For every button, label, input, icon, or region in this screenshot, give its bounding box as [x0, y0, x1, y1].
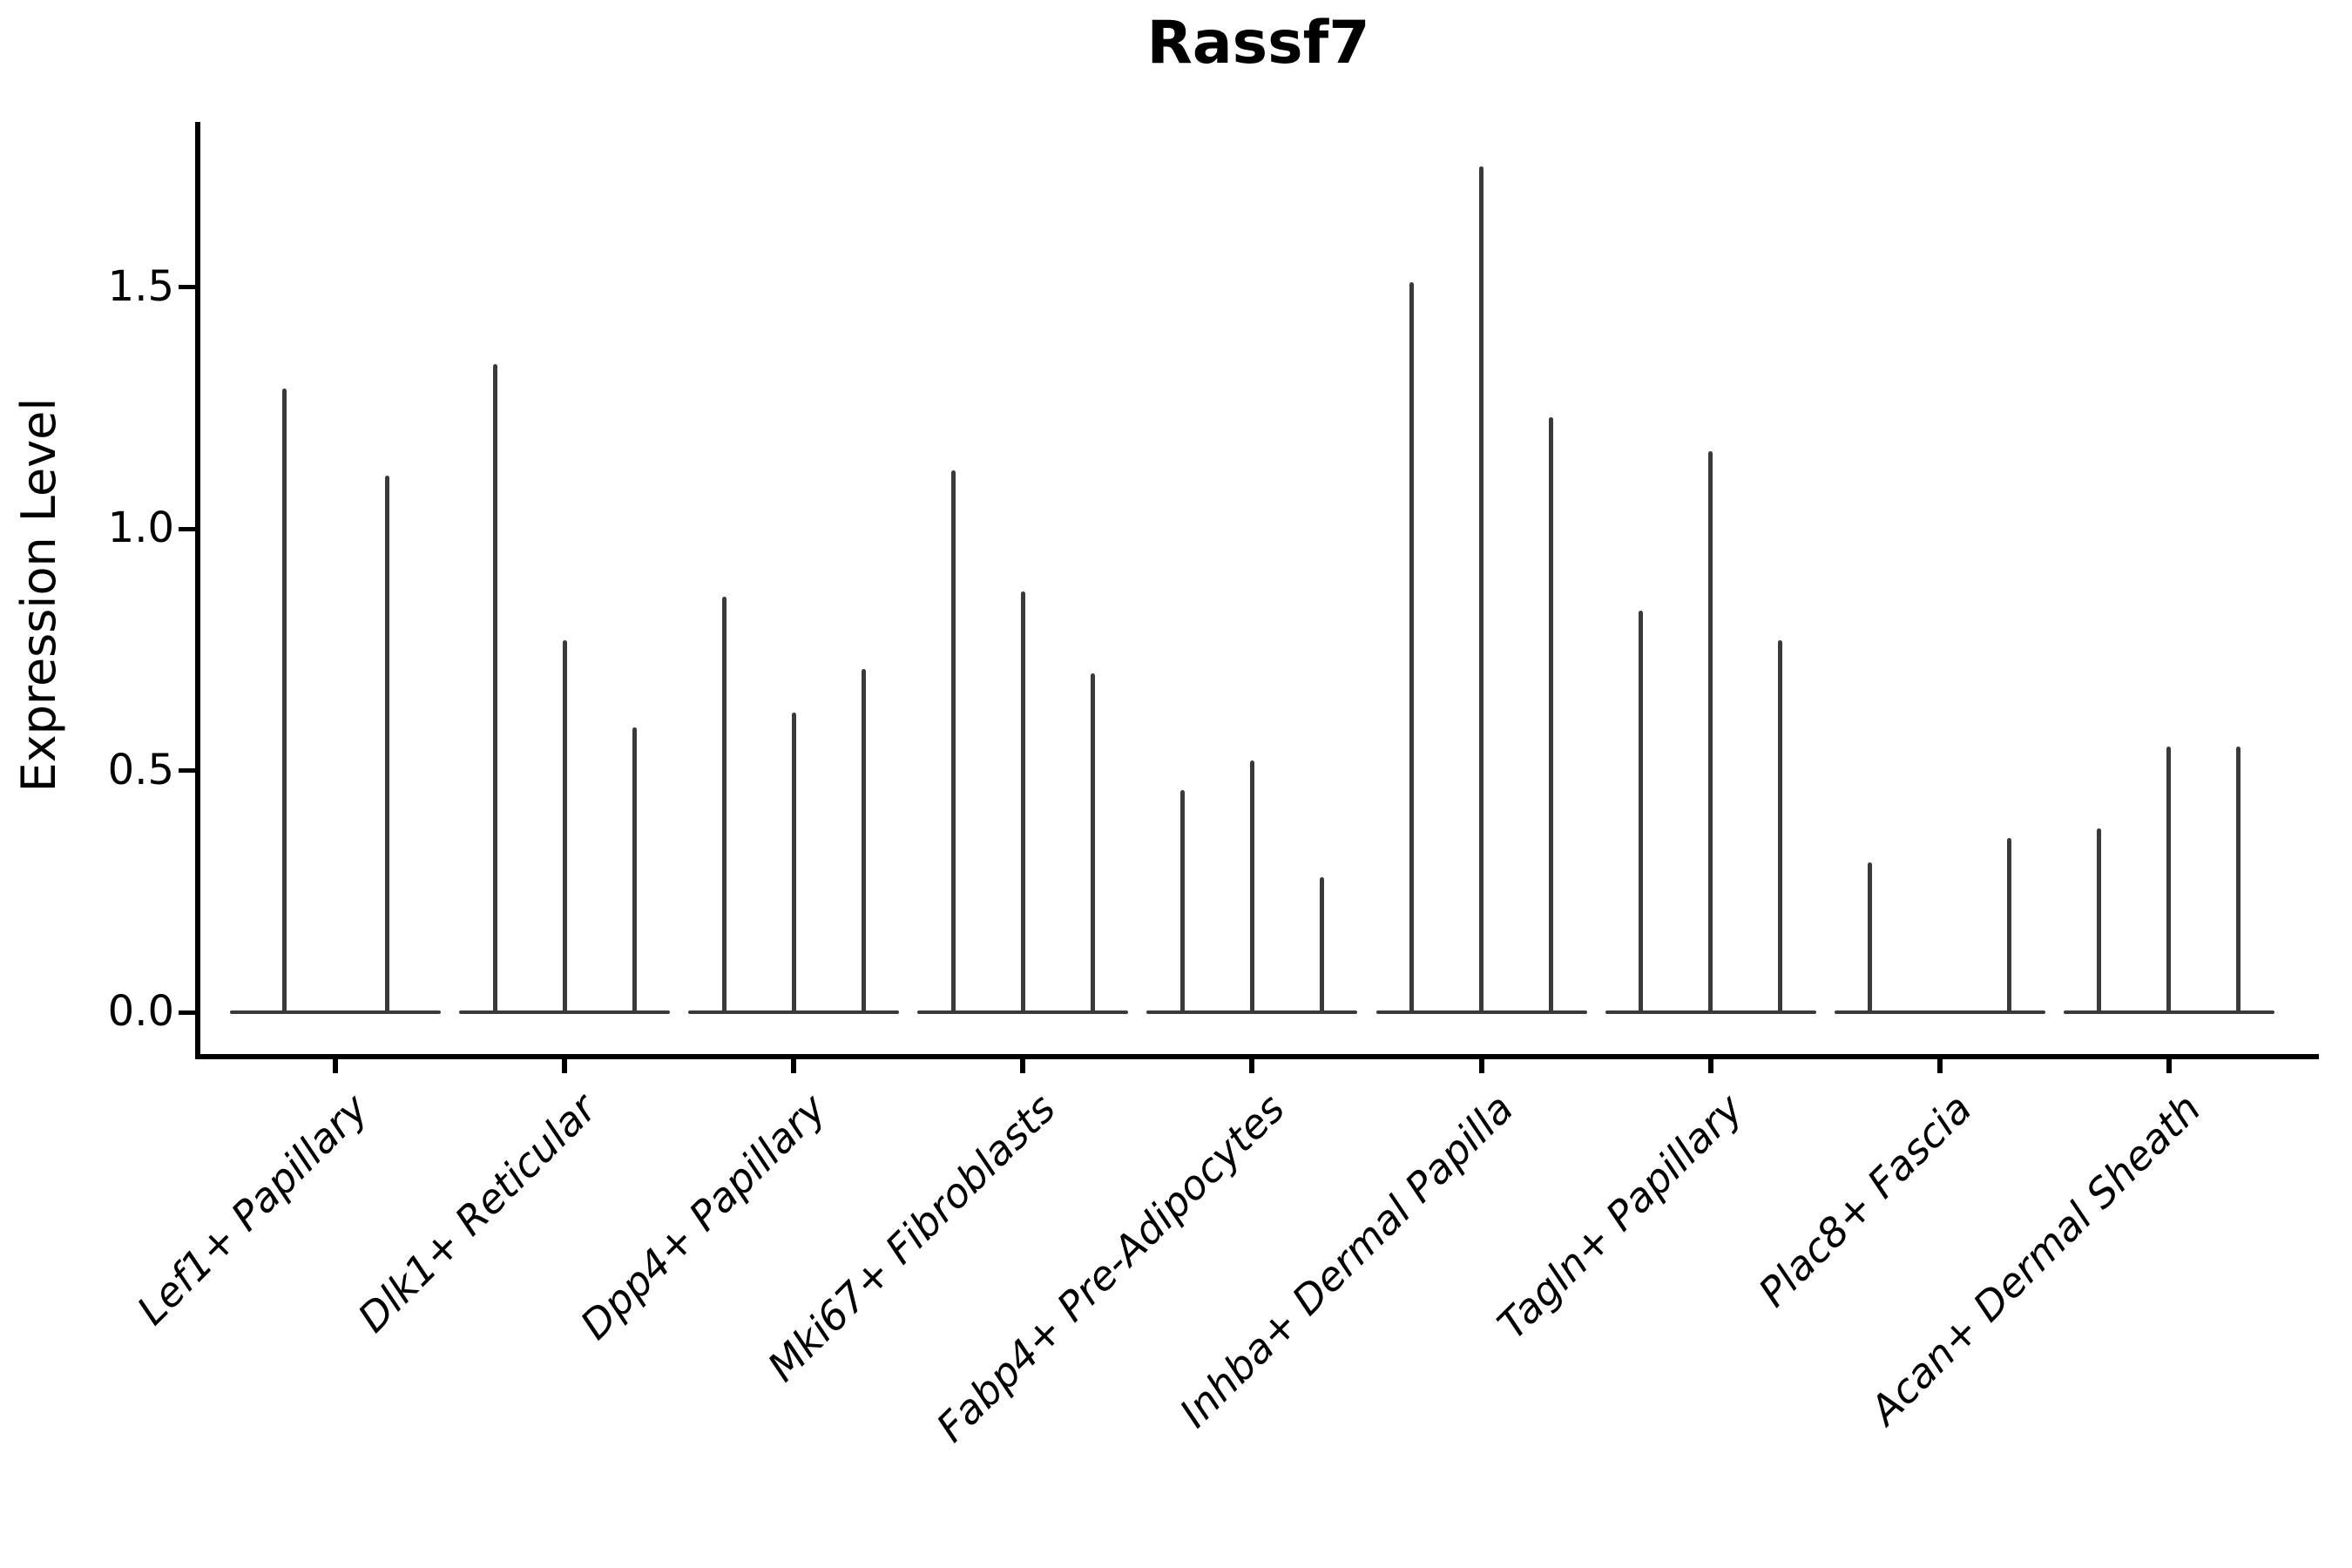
violin-spike — [632, 727, 637, 1012]
violin-spike — [950, 470, 956, 1012]
violin-spike — [1479, 166, 1484, 1012]
x-tick-mark — [791, 1054, 797, 1073]
violin-baseline — [1146, 1010, 1358, 1014]
violin-baseline — [2063, 1010, 2274, 1014]
violin-baseline — [917, 1010, 1129, 1014]
x-tick-label: Plac8+ Fascia — [1749, 1085, 1982, 1316]
violin-spike — [1868, 862, 1873, 1012]
violin-spike — [2007, 838, 2012, 1012]
violin-spike — [1319, 877, 1324, 1012]
x-tick-label: Tagln+ Papillary — [1488, 1085, 1752, 1348]
violin-spike — [1778, 640, 1783, 1012]
violin-spike — [1708, 451, 1713, 1012]
violin-spike — [2236, 747, 2241, 1012]
y-tick-mark — [179, 526, 198, 531]
y-tick-mark — [179, 285, 198, 289]
x-tick-mark — [2166, 1054, 2172, 1073]
violin-spike — [1639, 611, 1644, 1012]
violin-baseline — [459, 1010, 671, 1014]
violin-spike — [1090, 673, 1095, 1012]
violin-spike — [384, 476, 389, 1012]
x-tick-mark — [1020, 1054, 1026, 1073]
violin-baseline — [1834, 1010, 2045, 1014]
x-tick-mark — [1478, 1054, 1484, 1073]
violin-spike — [562, 640, 567, 1012]
violin-spike — [1249, 760, 1254, 1012]
x-tick-mark — [1936, 1054, 1943, 1073]
violin-spike — [281, 389, 287, 1012]
y-tick-label: 0.5 — [107, 745, 174, 794]
violin-baseline — [688, 1010, 900, 1014]
violin-spike — [1179, 790, 1185, 1012]
x-tick-label: Dpp4+ Papillary — [571, 1085, 835, 1348]
violin-baseline — [1605, 1010, 1816, 1014]
y-tick-label: 1.0 — [107, 504, 174, 552]
violin-spike — [861, 669, 866, 1012]
violin-spike — [1549, 417, 1553, 1012]
plot-title: Rassf7 — [1146, 9, 1370, 78]
y-tick-mark — [179, 768, 198, 773]
x-tick-mark — [1707, 1054, 1713, 1073]
x-tick-mark — [333, 1054, 338, 1073]
violin-baseline — [230, 1010, 441, 1014]
x-axis-spine — [195, 1054, 2319, 1059]
y-tick-mark — [179, 1010, 198, 1015]
y-axis-spine — [195, 122, 200, 1059]
x-tick-label: Lef1+ Papillary — [127, 1085, 377, 1335]
violin-baseline — [1375, 1010, 1587, 1014]
violin-spike — [1409, 282, 1414, 1012]
violin-spike — [2166, 747, 2172, 1012]
violin-spike — [492, 364, 497, 1012]
y-axis-label: Expression Level — [11, 397, 66, 793]
x-tick-mark — [1249, 1054, 1255, 1073]
violin-spike — [1020, 591, 1025, 1012]
violin-spike — [791, 713, 796, 1012]
violin-spike — [721, 597, 727, 1012]
y-tick-label: 0.0 — [107, 987, 174, 1036]
violin-spike — [2097, 828, 2102, 1012]
y-tick-label: 1.5 — [107, 261, 174, 311]
x-tick-label: Dlk1+ Reticular — [348, 1085, 606, 1342]
x-tick-mark — [562, 1054, 568, 1073]
